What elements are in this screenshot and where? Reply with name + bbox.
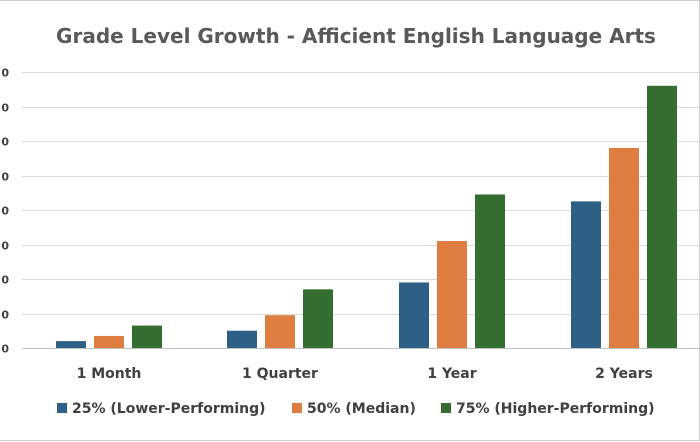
legend-label: 75% (Higher-Performing)	[456, 401, 655, 417]
bar	[571, 201, 601, 348]
bar	[56, 341, 86, 348]
y-tick-label: 0	[1, 136, 9, 149]
x-category-label: 1 Quarter	[242, 366, 318, 382]
legend-swatch	[292, 403, 302, 413]
bar	[303, 289, 333, 348]
bar	[609, 147, 639, 348]
y-tick-label: 0	[1, 274, 9, 287]
bar	[647, 85, 677, 349]
bar	[399, 282, 429, 348]
y-tick-label: 0	[1, 67, 9, 80]
y-axis-ticks: 0 0 0 0 0 0 0 0 0	[1, 67, 9, 356]
bar	[475, 194, 505, 348]
x-axis-categories: 1 Month 1 Quarter 1 Year 2 Years	[77, 366, 653, 382]
bars	[56, 85, 677, 349]
x-category-label: 1 Month	[77, 366, 142, 382]
x-category-label: 1 Year	[427, 366, 476, 382]
bar	[437, 241, 467, 348]
y-tick-label: 0	[1, 171, 9, 184]
bar	[132, 325, 162, 348]
y-tick-label: 0	[1, 102, 9, 115]
legend-label: 50% (Median)	[307, 401, 416, 417]
x-category-label: 2 Years	[595, 366, 653, 382]
bar	[94, 335, 124, 348]
chart-title: Grade Level Growth - Afficient English L…	[56, 24, 656, 48]
y-tick-label: 0	[1, 309, 9, 322]
bar	[265, 315, 295, 348]
legend: 25% (Lower-Performing) 50% (Median) 75% (H…	[57, 401, 655, 417]
gridlines	[22, 72, 700, 349]
y-tick-label: 0	[1, 205, 9, 218]
y-tick-label: 0	[1, 343, 9, 356]
legend-swatch	[57, 403, 67, 413]
y-tick-label: 0	[1, 240, 9, 253]
legend-swatch	[441, 403, 451, 413]
bar	[227, 330, 257, 348]
legend-label: 25% (Lower-Performing)	[72, 401, 266, 417]
